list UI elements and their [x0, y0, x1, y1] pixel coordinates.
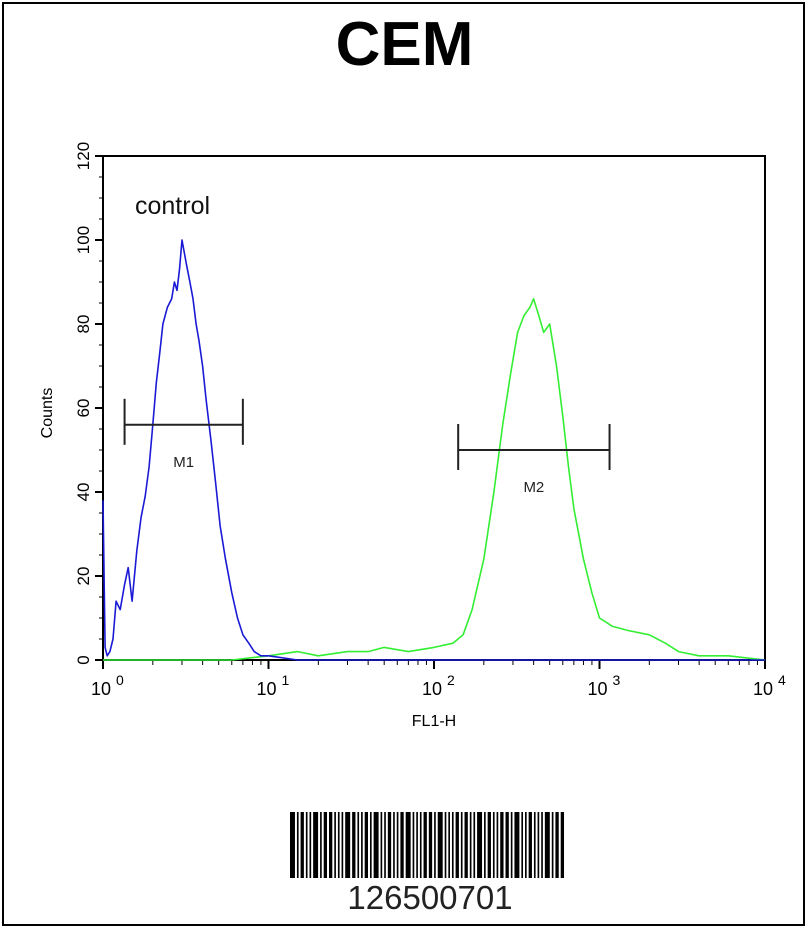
x-tick-label: 10 [422, 679, 442, 699]
barcode-bar [290, 812, 295, 878]
barcode-bar [393, 812, 395, 878]
y-tick-label: 40 [74, 483, 93, 502]
barcode-bar [361, 812, 363, 878]
x-tick-label: 10 [256, 679, 276, 699]
barcode-bar [505, 812, 509, 878]
y-tick-label: 120 [74, 142, 93, 170]
barcode-bar [412, 812, 415, 878]
x-tick-exponent: 0 [116, 672, 124, 688]
barcode-bar [496, 812, 499, 878]
barcode-bar [514, 812, 520, 878]
barcode-bar [437, 812, 443, 878]
barcode-bar [334, 812, 336, 878]
barcode-bar [510, 812, 513, 878]
barcode-bar [352, 812, 356, 878]
barcode-bar [500, 812, 504, 878]
x-tick-exponent: 3 [613, 672, 621, 688]
barcode-number: 126500701 [347, 879, 513, 916]
barcode-bar [387, 812, 392, 878]
y-tick-label: 80 [74, 315, 93, 334]
barcode-bar [345, 812, 351, 878]
gate-label: M2 [523, 479, 544, 496]
barcode-bar [380, 812, 383, 878]
barcode-bar [341, 812, 344, 878]
barcode-bar [528, 812, 532, 878]
series-line-sample [103, 297, 766, 661]
barcode-bar [460, 812, 463, 878]
x-tick-exponent: 1 [282, 672, 290, 688]
barcode-bar [369, 812, 372, 878]
x-tick-exponent: 2 [447, 672, 455, 688]
barcode-bar [541, 812, 543, 878]
barcode-bar [305, 812, 308, 878]
y-tick-label: 0 [74, 655, 93, 664]
barcode-bar [329, 812, 333, 878]
barcode-bar [309, 812, 312, 878]
chart-title: CEM [335, 10, 474, 79]
barcode-bar [313, 812, 319, 878]
barcode-bar [492, 812, 495, 878]
x-tick-exponent: 4 [778, 672, 786, 688]
barcode-bar [455, 812, 459, 878]
x-axis-label: FL1-H [412, 713, 456, 730]
barcode-bar [300, 812, 304, 878]
barcode-bar [555, 812, 559, 878]
y-tick-label: 100 [74, 226, 93, 254]
barcode-bar [487, 812, 491, 878]
barcode-bar [464, 812, 468, 878]
barcode-bar [537, 812, 540, 878]
barcode-bar [373, 812, 379, 878]
y-axis-label: Counts [39, 388, 56, 439]
barcode-bar [451, 812, 454, 878]
y-tick-label: 60 [74, 399, 93, 418]
x-tick-label: 10 [753, 679, 773, 699]
barcode-bar [551, 812, 554, 878]
barcode-bar [405, 812, 411, 878]
control-annotation: control [135, 192, 210, 220]
barcode-bar [560, 812, 565, 878]
x-tick-label: 10 [91, 679, 111, 699]
barcode-bar [525, 812, 527, 878]
barcode-bar [477, 812, 483, 878]
barcode-bar [521, 812, 524, 878]
barcode-bar [416, 812, 418, 878]
barcode-bar [323, 812, 328, 878]
barcode-bars [290, 812, 565, 878]
barcode-bar [434, 812, 436, 878]
barcode-bar [337, 812, 340, 878]
barcode-bar [469, 812, 472, 878]
barcode-bar [419, 812, 422, 878]
barcode-bar [484, 812, 486, 878]
barcode-bar [396, 812, 399, 878]
barcode-bar [448, 812, 450, 878]
barcode-bar [544, 812, 550, 878]
barcode-bar [357, 812, 360, 878]
barcode-bar [473, 812, 476, 878]
series-line-control [102, 239, 765, 661]
barcode-bar [364, 812, 369, 878]
y-tick-label: 20 [74, 567, 93, 586]
x-tick-label: 10 [587, 679, 607, 699]
barcode-bar [428, 812, 433, 878]
barcode-bar [533, 812, 536, 878]
barcode-bar [400, 812, 404, 878]
gate-label: M1 [173, 454, 194, 471]
barcode-bar [384, 812, 386, 878]
barcode: 126500701 [290, 812, 570, 916]
barcode-bar [423, 812, 427, 878]
barcode-bar [444, 812, 447, 878]
barcode-bar [320, 812, 322, 878]
plot-area [102, 155, 766, 661]
barcode-bar [296, 812, 299, 878]
